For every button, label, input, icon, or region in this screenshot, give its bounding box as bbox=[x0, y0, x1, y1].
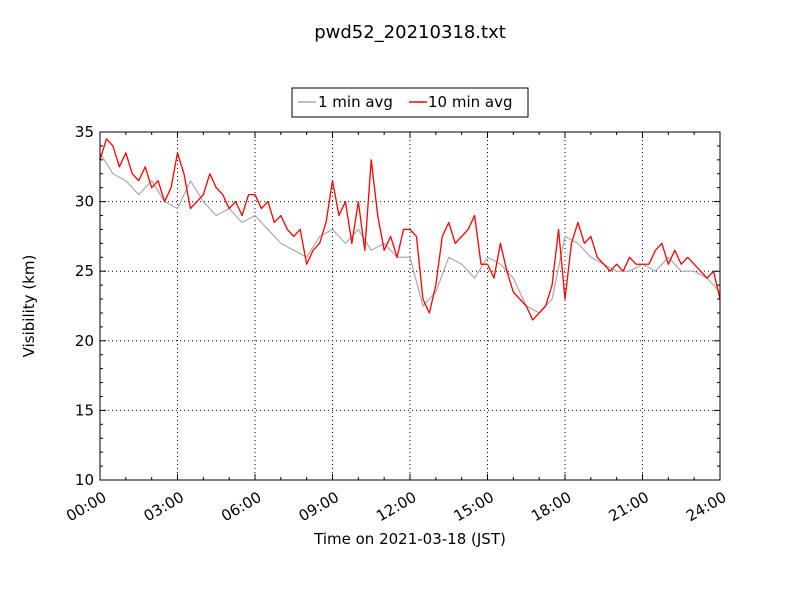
tick-labels: 00:00 03:00 06:00 09:00 12:00 15:00 18:00 21:00… bbox=[63, 123, 729, 525]
y-tick-label: 25 bbox=[75, 262, 94, 280]
x-tick-label: 03:00 bbox=[141, 488, 187, 525]
y-tick-label: 10 bbox=[75, 471, 94, 489]
series-layer bbox=[100, 138, 720, 321]
y-axis-label: Visibility (km) bbox=[20, 255, 38, 358]
y-tick-label: 35 bbox=[75, 123, 94, 141]
x-tick-label: 18:00 bbox=[528, 488, 574, 525]
legend: 1 min avg 10 min avg bbox=[291, 87, 529, 118]
x-tick-label: 24:00 bbox=[683, 488, 729, 525]
y-tick-label: 15 bbox=[75, 401, 94, 419]
y-tick-label: 30 bbox=[75, 193, 94, 211]
x-axis-label: Time on 2021-03-18 (JST) bbox=[313, 530, 506, 548]
series-line-1-min-avg bbox=[100, 152, 720, 314]
x-tick-label: 09:00 bbox=[296, 488, 342, 525]
x-tick-label: 21:00 bbox=[606, 488, 652, 525]
x-tick-label: 15:00 bbox=[451, 488, 497, 525]
x-tick-label: 06:00 bbox=[218, 488, 264, 525]
series-line-10-min-avg bbox=[100, 138, 720, 321]
legend-label-1-min-avg: 1 min avg bbox=[318, 93, 393, 111]
ticks bbox=[99, 131, 721, 481]
y-tick-label: 20 bbox=[75, 332, 94, 350]
x-tick-label: 00:00 bbox=[63, 488, 109, 525]
x-tick-label: 12:00 bbox=[373, 488, 419, 525]
chart-title: pwd52_20210318.txt bbox=[314, 22, 506, 43]
legend-label-10-min-avg: 10 min avg bbox=[428, 93, 513, 111]
